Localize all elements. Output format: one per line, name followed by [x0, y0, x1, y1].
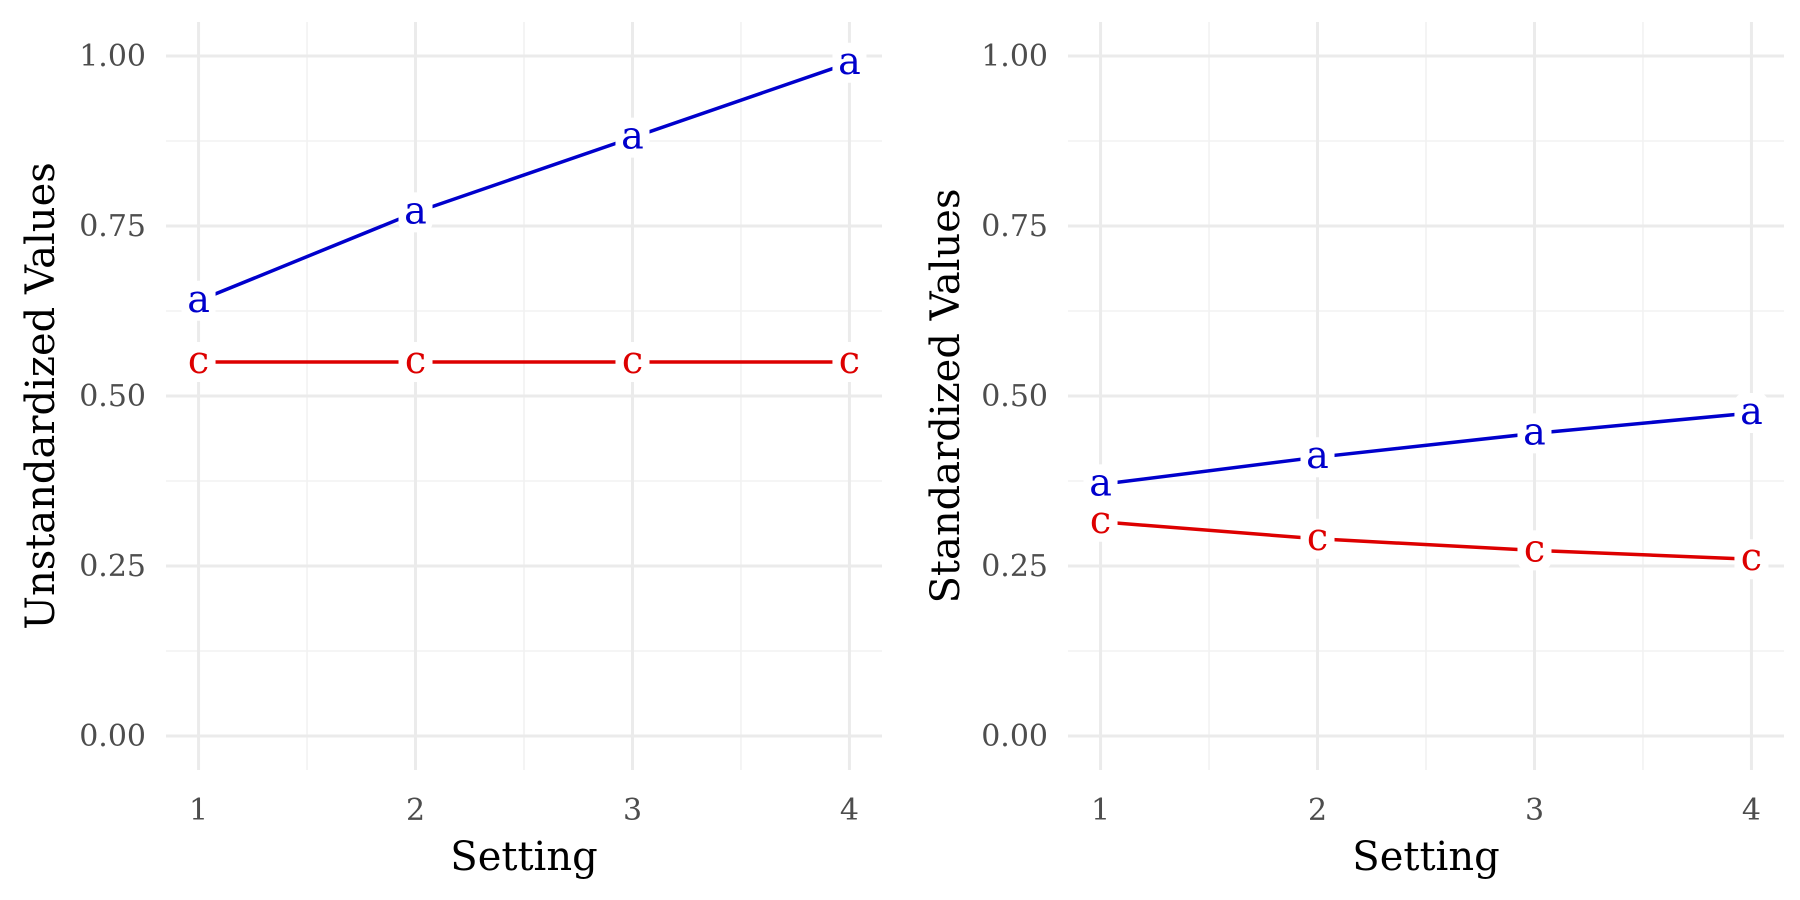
point-label-background — [1083, 501, 1118, 542]
grid — [1068, 22, 1784, 770]
point-label-a: a — [838, 39, 861, 83]
point-label-background — [1300, 518, 1335, 559]
point-label-background — [398, 192, 433, 233]
point-label-c: c — [839, 338, 860, 382]
series-line-a — [197, 61, 851, 303]
grid — [166, 22, 882, 770]
point-label-background — [1517, 530, 1552, 571]
point-label-background — [615, 342, 650, 382]
y-tick-label: 1.00 — [79, 39, 146, 74]
x-tick-label: 3 — [623, 793, 642, 828]
x-tick-label: 4 — [840, 793, 859, 828]
y-tick-label: 1.00 — [981, 39, 1048, 74]
x-axis-title: Setting — [450, 834, 597, 880]
y-tick-label: 0.25 — [79, 549, 146, 584]
x-tick-label: 1 — [1091, 793, 1110, 828]
point-label-c: c — [622, 338, 643, 382]
point-label-c: c — [405, 338, 426, 382]
y-axis-title: Standardized Values — [923, 189, 969, 604]
point-label-background — [832, 42, 867, 83]
point-label-a: a — [404, 188, 427, 232]
y-axis-title: Unstandardized Values — [18, 162, 64, 630]
point-label-c: c — [188, 338, 209, 382]
point-label-background — [1734, 539, 1769, 580]
point-label-c: c — [1090, 498, 1111, 542]
y-tick-label: 0.25 — [981, 549, 1048, 584]
x-tick-label: 3 — [1525, 793, 1544, 828]
point-label-background — [1300, 437, 1335, 478]
point-label-a: a — [1089, 460, 1112, 504]
point-label-background — [181, 342, 216, 382]
y-tick-label: 0.75 — [981, 209, 1048, 244]
x-axis-title: Setting — [1352, 834, 1499, 880]
y-tick-label: 0.50 — [79, 379, 146, 414]
point-label-a: a — [621, 114, 644, 158]
point-label-a: a — [1306, 433, 1329, 477]
point-label-c: c — [1524, 526, 1545, 570]
point-label-background — [1083, 464, 1118, 505]
x-tick-label: 4 — [1742, 793, 1761, 828]
point-label-a: a — [187, 277, 210, 321]
point-label-background — [1517, 413, 1552, 454]
y-tick-label: 0.00 — [981, 719, 1048, 754]
series-a: a a a a — [181, 39, 867, 321]
point-label-background — [181, 280, 216, 321]
y-tick-label: 0.75 — [79, 209, 146, 244]
series-line-a — [1100, 411, 1752, 487]
point-label-background — [832, 342, 867, 382]
point-label-a: a — [1523, 409, 1546, 453]
right-chart-panel: 0.00 0.25 0.50 0.75 1.00 1 2 3 4 Setting Standardi… — [923, 22, 1784, 880]
y-tick-label: 0.50 — [981, 379, 1048, 414]
series-line-c — [1100, 520, 1752, 561]
point-label-background — [615, 117, 650, 158]
x-tick-label: 1 — [189, 793, 208, 828]
y-tick-label: 0.00 — [79, 719, 146, 754]
point-label-background — [1734, 393, 1769, 433]
left-chart-panel: 0.00 0.25 0.50 0.75 1.00 1 2 3 4 Setting Unstandar… — [18, 22, 882, 880]
x-tick-label: 2 — [406, 793, 425, 828]
point-label-background — [398, 342, 433, 382]
point-label-c: c — [1307, 515, 1328, 559]
x-tick-label: 2 — [1308, 793, 1327, 828]
point-label-a: a — [1740, 389, 1763, 433]
point-label-c: c — [1741, 535, 1762, 579]
series-a: a a a a — [1083, 389, 1769, 505]
